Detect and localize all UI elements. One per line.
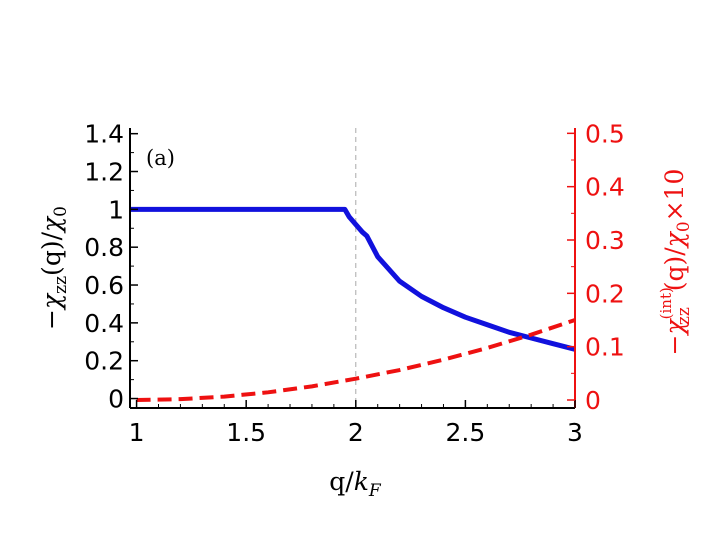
y-left-chi: χ: [37, 292, 66, 311]
y-left-tick-label: 0.4: [84, 309, 124, 338]
y-left-tick-label: 0.6: [84, 271, 124, 300]
y-left-tick-label: 0: [108, 385, 124, 414]
y-left-mid: (q)/: [37, 231, 66, 276]
series-layer: [130, 206, 576, 402]
y-right-tail: ×10: [660, 169, 689, 222]
x-axis-label-symbol: k: [354, 467, 369, 496]
y-left-tick-label: 1.4: [84, 120, 124, 149]
y-axis-right-label: −χ(int)zz(q)/χ0×10: [657, 169, 694, 356]
y-right-sup: (int): [657, 287, 675, 319]
y-left-tick-label: 1.2: [84, 158, 124, 187]
x-tick-label: 2: [348, 418, 364, 447]
panel-label: (a): [146, 146, 175, 170]
x-axis-label: q/kF: [329, 467, 382, 501]
y-left-sub2: 0: [51, 206, 71, 217]
y-left-sub: zz: [51, 276, 71, 294]
x-axis-label-subscript: F: [368, 481, 382, 501]
series-line-3: [136, 318, 576, 402]
y-right-tick-label: 0.1: [585, 333, 625, 362]
y-right-tick-label: 0.2: [585, 279, 625, 308]
y-right-sub2: 0: [674, 221, 694, 232]
y-right-tick-label: 0.5: [585, 119, 625, 148]
ticks-layer: 1 1.5 2 2.5 300.20.40.60.811.21.400.10.20.30…: [84, 119, 625, 447]
y-right-tick-label: 0.4: [585, 173, 625, 202]
x-tick-label: 2.5: [446, 418, 486, 447]
y-left-tick-label: 0.8: [84, 233, 124, 262]
y-right-neg: −: [660, 335, 689, 356]
y-right-tick-label: 0: [585, 386, 601, 415]
series-line-2: [130, 209, 576, 352]
y-right-chi2: χ: [660, 230, 689, 249]
y-left-neg: −: [37, 309, 66, 330]
y-axis-left-label: −χzz(q)/χ0: [37, 206, 71, 330]
x-tick-label: 1.5: [226, 418, 266, 447]
y-right-mid: (q)/: [660, 247, 689, 292]
x-tick-label: 1: [129, 418, 145, 447]
x-tick-label: 3: [567, 418, 583, 447]
x-axis-label-main: q/: [329, 467, 354, 496]
y-right-chi: χ: [660, 318, 689, 337]
y-right-sub: zz: [674, 307, 694, 325]
y-left-tick-label: 1: [108, 195, 124, 224]
y-left-tick-label: 0.2: [84, 347, 124, 376]
y-left-chi2: χ: [37, 215, 66, 234]
y-right-tick-label: 0.3: [585, 226, 625, 255]
